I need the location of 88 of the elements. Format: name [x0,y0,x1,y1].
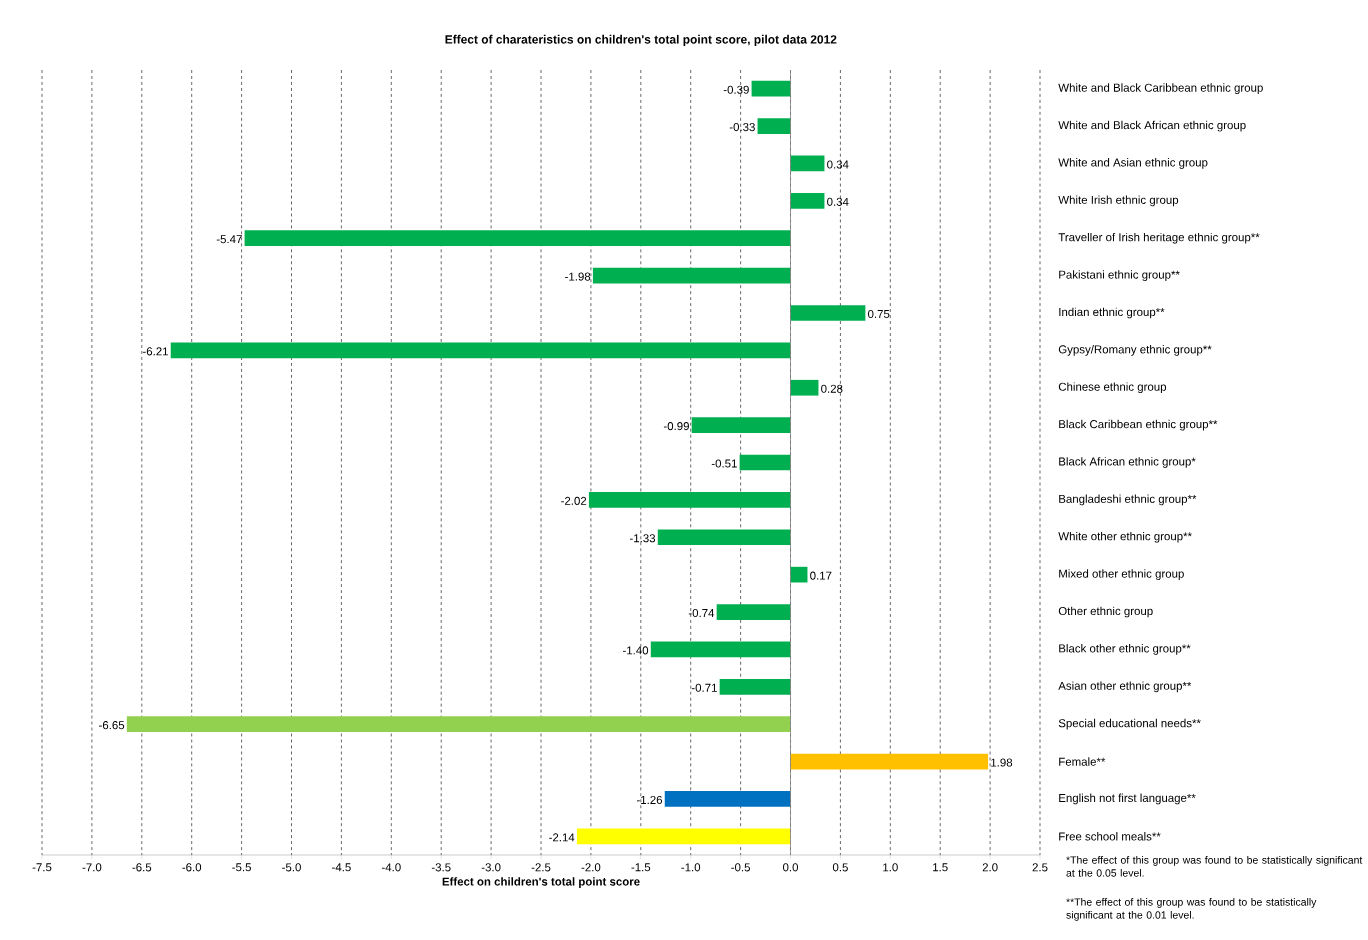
bar [657,529,791,546]
y-tick-label: Black other ethnic group** [1059,644,1191,655]
data-label: -0.99 [663,422,689,431]
data-label: -1.98 [565,272,591,281]
y-tick-label: Black African ethnic group* [1059,457,1196,468]
y-tick-label: Bangladeshi ethnic group** [1059,494,1197,506]
x-tick-label: -5.5 [232,863,251,872]
data-label: 0.34 [827,197,849,206]
x-tick-label: 2.5 [1032,863,1048,872]
y-tick-label: Asian other ethnic group** [1058,681,1192,693]
chart-title: Effect of charateristics on children's total point score, pilot data 2012 [445,34,837,47]
data-label: -1.33 [629,534,656,543]
data-label: -0.71 [691,683,717,692]
bar [126,716,791,733]
data-label: -0.51 [711,459,737,468]
data-label: -2.02 [561,496,587,505]
bar [790,192,825,209]
x-tick-label: -7.5 [32,863,52,872]
data-label: 0.75 [868,309,890,319]
x-tick-label: -4.0 [381,863,401,872]
data-label: -0.33 [729,123,755,132]
data-label: -1.40 [622,646,649,655]
bar [790,379,819,396]
data-label: -6.21 [142,347,168,356]
y-tick-label: Traveller of Irish heritage ethnic group** [1058,232,1260,244]
bar [790,566,808,583]
x-tick-label: -7.0 [82,863,102,872]
data-label: 0.28 [821,384,843,393]
bar [576,828,791,845]
x-tick-label: 0.5 [832,863,848,872]
y-tick-label: White Irish ethnic group [1058,195,1179,207]
x-tick-label: 0.0 [783,863,799,872]
x-tick-label: -4.5 [332,863,351,872]
x-tick-label: -3.0 [481,863,501,872]
bar [588,492,791,508]
text: *The effect of this group was found to be statistically significant at the 0.05 level. [1066,856,1363,877]
bar [244,230,791,247]
y-tick-label: English not first language** [1059,793,1196,805]
y-tick-label: Chinese ethnic group [1058,382,1167,394]
bar [170,342,791,359]
bar [739,454,791,471]
y-tick-label: Mixed other ethnic group [1059,569,1184,580]
bar [751,80,791,97]
bar [716,604,791,620]
bar [719,678,791,695]
data-label: 0.34 [827,160,849,169]
y-tick-label: White and Asian ethnic group [1058,158,1208,169]
bar [664,791,791,807]
x-tick-label: -2.5 [531,863,551,872]
y-tick-label: Other ethnic group [1058,606,1153,618]
y-tick-label: White and Black Caribbean ethnic group [1058,83,1263,95]
data-label: -6.65 [99,721,125,730]
x-tick-label: -1.0 [681,863,701,872]
x-tick-label: -6.0 [182,863,202,872]
bar [790,305,866,321]
y-tick-label: Female** [1059,757,1106,766]
data-label: -0.39 [723,85,749,94]
data-label: 1.98 [991,758,1013,767]
data-label: -2.14 [549,833,575,842]
data-label: -0.74 [688,608,715,618]
y-tick-label: Gypsy/Romany ethnic group** [1058,345,1212,356]
bar [592,267,791,284]
bar [790,155,825,172]
data-label: -1.26 [636,795,663,804]
text: **The effect of this group was found to be statistically significant at the 0.01 level. [1066,898,1317,921]
x-tick-label: -3.5 [431,863,451,872]
y-tick-label: Special educational needs** [1058,718,1201,730]
x-tick-label: 1.5 [933,863,948,872]
bar [691,417,791,433]
y-tick-label: Pakistani ethnic group** [1059,270,1180,281]
bar [650,641,791,658]
x-axis-title: Effect on children's total point score [442,877,640,888]
x-tick-label: 2.0 [982,863,998,872]
x-tick-label: 1.0 [883,863,898,872]
y-tick-label: White and Black African ethnic group [1058,120,1246,132]
y-tick-label: Black Caribbean ethnic group** [1059,419,1218,431]
data-label: 0.17 [810,571,832,580]
x-tick-label: -2.0 [581,863,601,872]
bar [790,753,989,770]
bar [757,118,791,134]
x-tick-label: -6.5 [132,863,152,872]
data-label: -5.47 [216,235,242,244]
y-tick-label: White other ethnic group** [1058,531,1192,543]
x-tick-label: -5.0 [282,863,301,872]
y-tick-label: Free school meals** [1059,832,1161,841]
x-tick-label: -1.5 [631,863,651,872]
y-tick-label: Indian ethnic group** [1059,307,1165,319]
x-tick-label: -0.5 [731,863,750,872]
